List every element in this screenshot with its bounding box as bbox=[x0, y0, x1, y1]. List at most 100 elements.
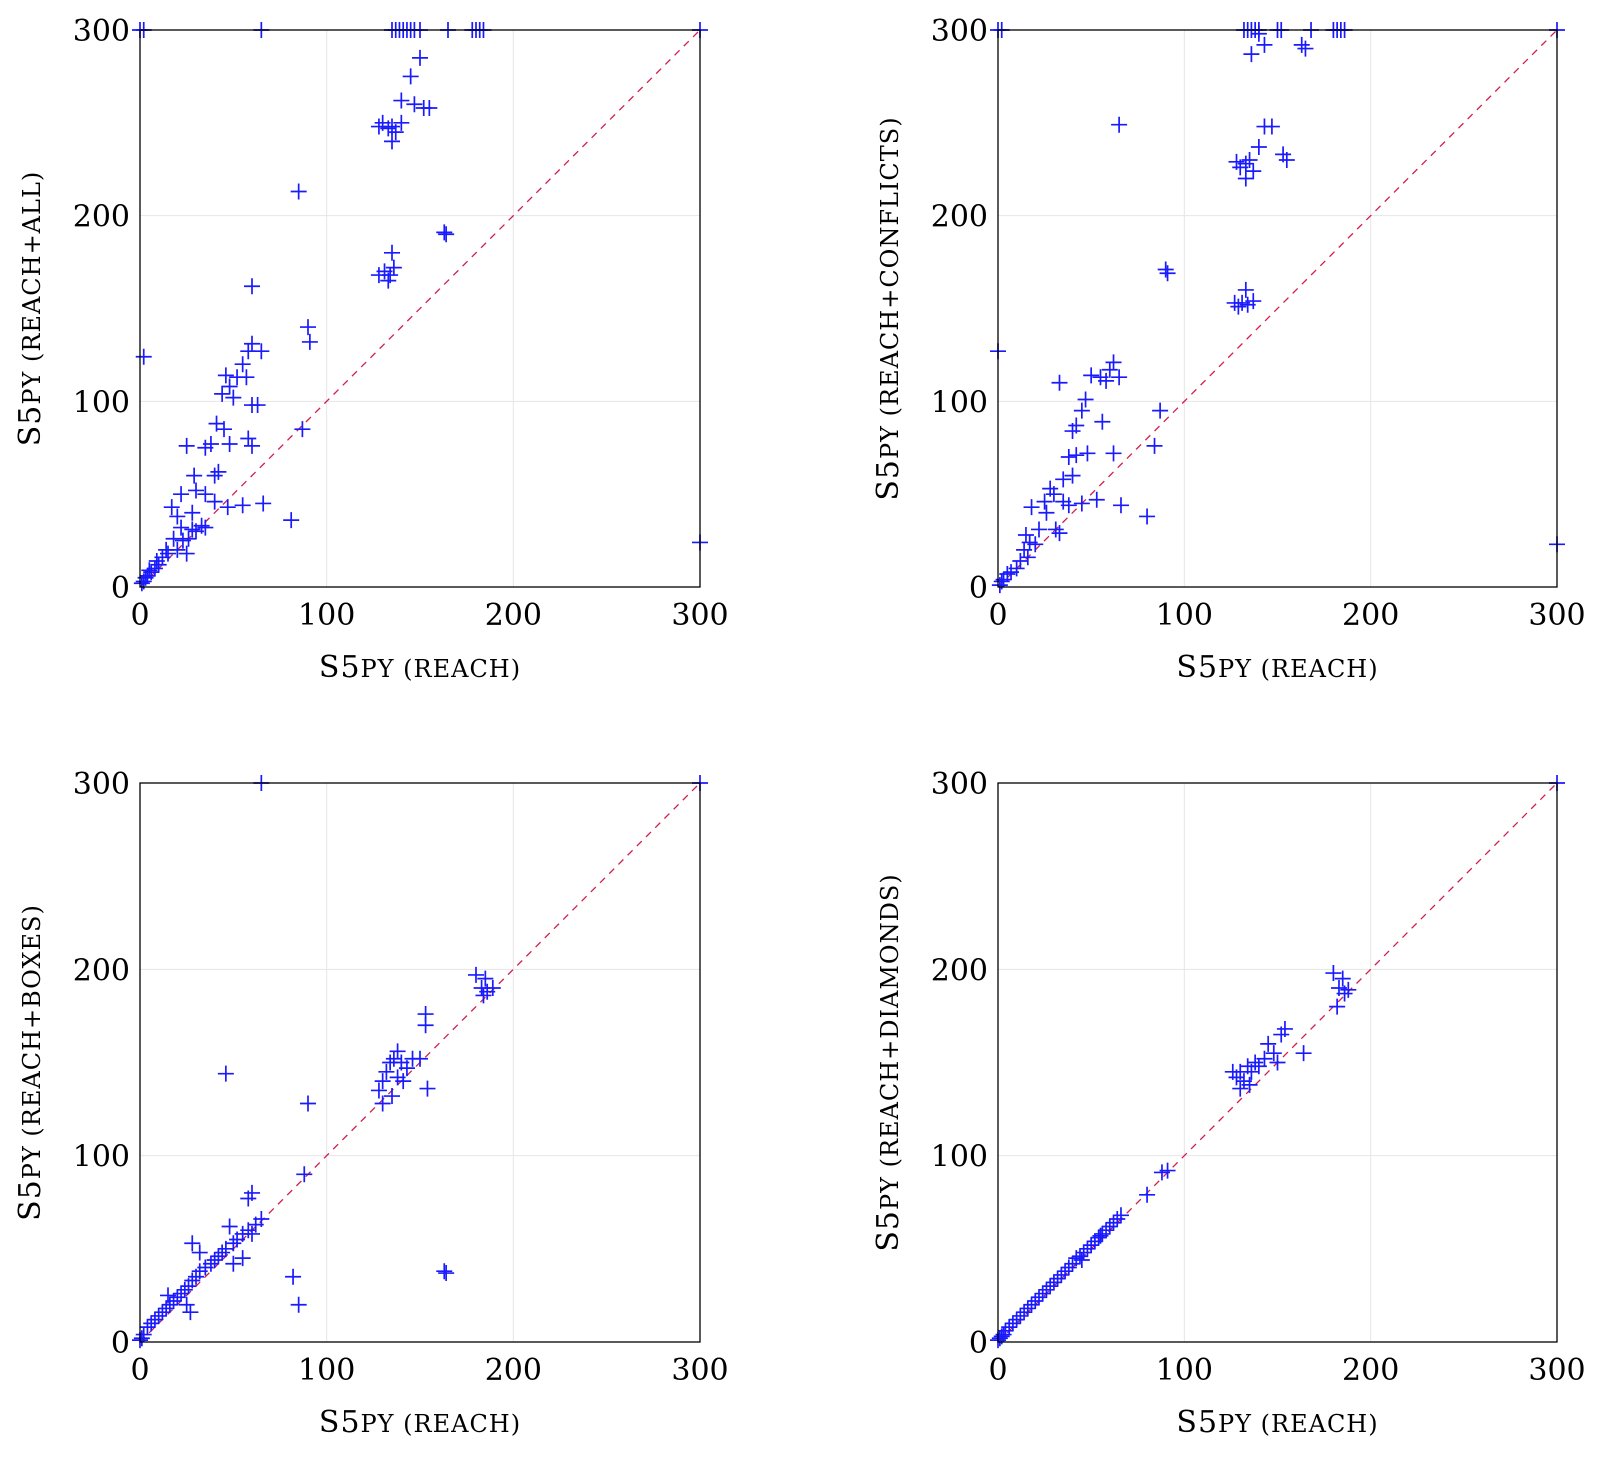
scatter-point bbox=[1112, 1207, 1129, 1224]
y-tick-label: 0 bbox=[111, 571, 130, 606]
scatter-point bbox=[1273, 1026, 1290, 1043]
y-axis-label-rest: PY (REACH+DIAMONDS) bbox=[876, 873, 904, 1210]
scatter-point bbox=[139, 1319, 156, 1336]
scatter-point bbox=[178, 545, 195, 562]
y-axis-label: S5PY (REACH+CONFLICTS) bbox=[871, 116, 906, 500]
x-axis-label: S5PY (REACH) bbox=[319, 650, 521, 685]
scatter-point bbox=[197, 519, 214, 536]
scatter-point bbox=[221, 1218, 238, 1235]
scatter-point bbox=[240, 1190, 257, 1207]
x-tick-label: 100 bbox=[1156, 598, 1213, 633]
scatter-point bbox=[438, 1265, 455, 1282]
x-tick-label: 100 bbox=[298, 1353, 355, 1388]
scatter-point bbox=[1073, 495, 1090, 512]
x-tick-label: 300 bbox=[1528, 1353, 1585, 1388]
y-tick-label: 300 bbox=[73, 767, 130, 802]
scatter-point bbox=[184, 1235, 201, 1252]
scatter-point bbox=[1071, 1248, 1088, 1265]
scatter-point bbox=[148, 553, 165, 570]
scatter-point bbox=[188, 1268, 204, 1285]
scatter-point bbox=[163, 499, 180, 516]
scatter-point bbox=[1057, 1263, 1074, 1280]
scatter-point bbox=[285, 1268, 302, 1285]
scatter-point bbox=[244, 1225, 260, 1242]
scatter-point bbox=[176, 1281, 193, 1298]
scatter-point bbox=[229, 369, 246, 386]
scatter-point bbox=[1064, 423, 1081, 440]
x-tick-label: 200 bbox=[485, 1353, 542, 1388]
scatter-point bbox=[229, 1231, 246, 1248]
scatter-point bbox=[217, 1240, 234, 1257]
scatter-point bbox=[1064, 1255, 1081, 1272]
scatter-point bbox=[1004, 1315, 1021, 1332]
y-axis-label-rest: PY (REACH+CONFLICTS) bbox=[876, 116, 904, 459]
scatter-point bbox=[133, 575, 150, 592]
scatter-point bbox=[384, 244, 400, 261]
scatter-point bbox=[296, 1166, 313, 1183]
scatter-point bbox=[249, 397, 266, 414]
scatter-point bbox=[389, 1043, 406, 1060]
scatter-point bbox=[1230, 298, 1247, 315]
scatter-point bbox=[1111, 369, 1128, 386]
scatter-point bbox=[150, 556, 167, 573]
scatter-point bbox=[186, 467, 203, 484]
scatter-point bbox=[1245, 293, 1262, 310]
scatter-point bbox=[477, 970, 494, 987]
y-tick-label: 200 bbox=[73, 953, 130, 988]
scatter-point bbox=[1012, 553, 1029, 570]
y-axis-label: S5PY (REACH+ALL) bbox=[13, 171, 48, 447]
scatter-point bbox=[1094, 1225, 1111, 1242]
scatter-point bbox=[182, 1304, 199, 1321]
y-tick-label: 100 bbox=[73, 1140, 130, 1175]
scatter-point bbox=[173, 486, 190, 503]
scatter-point bbox=[1278, 151, 1295, 168]
scatter-point bbox=[180, 1278, 197, 1295]
scatter-point bbox=[1023, 499, 1040, 516]
scatter-point bbox=[402, 68, 419, 85]
scatter-point bbox=[991, 1330, 1008, 1347]
scatter-point bbox=[1293, 36, 1310, 53]
scatter-point bbox=[217, 1065, 234, 1082]
y-axis-label-main: S5 bbox=[13, 1179, 48, 1221]
x-tick-label: 200 bbox=[1342, 1353, 1399, 1388]
scatter-point bbox=[1241, 151, 1258, 168]
y-tick-label: 200 bbox=[931, 200, 988, 235]
y-tick-label: 200 bbox=[73, 200, 130, 235]
x-axis-label-rest: PY (REACH) bbox=[361, 655, 522, 683]
scatter-point bbox=[1247, 1054, 1264, 1071]
scatter-point bbox=[169, 508, 186, 525]
scatter-point bbox=[1092, 1227, 1109, 1244]
y-tick-label: 300 bbox=[931, 767, 988, 802]
scatter-point bbox=[374, 1073, 391, 1090]
scatter-point bbox=[300, 319, 316, 336]
scatter-point bbox=[1243, 46, 1260, 63]
x-tick-label: 0 bbox=[988, 1353, 1007, 1388]
scatter-point bbox=[1060, 449, 1077, 466]
scatter-point bbox=[1047, 521, 1064, 538]
scatter-point bbox=[294, 421, 311, 438]
scatter-point bbox=[178, 1296, 195, 1313]
scatter-point bbox=[1016, 1304, 1033, 1321]
y-tick-label: 0 bbox=[111, 1326, 130, 1361]
x-tick-label: 100 bbox=[1156, 1353, 1213, 1388]
scatter-point bbox=[1079, 1240, 1096, 1257]
scatter-point bbox=[1237, 281, 1254, 298]
scatter-point bbox=[1008, 1311, 1025, 1328]
y-axis-label-rest: PY (REACH+BOXES) bbox=[18, 904, 46, 1179]
scatter-point bbox=[214, 385, 231, 402]
x-axis-label-main: S5 bbox=[319, 1405, 361, 1440]
scatter-point bbox=[206, 467, 223, 484]
scatter-point bbox=[1042, 1278, 1059, 1295]
scatter-point bbox=[210, 463, 227, 480]
scatter-point bbox=[240, 430, 257, 447]
x-axis-label-rest: PY (REACH) bbox=[361, 1410, 522, 1438]
scatter-point bbox=[1027, 1293, 1044, 1310]
scatter-point bbox=[240, 343, 257, 360]
scatter-point bbox=[1263, 118, 1280, 135]
scatter-point bbox=[1045, 1274, 1062, 1291]
x-tick-label: 200 bbox=[485, 598, 542, 633]
x-tick-label: 300 bbox=[1528, 598, 1585, 633]
scatter-point bbox=[384, 133, 400, 150]
scatter-point bbox=[1034, 1285, 1051, 1302]
scatter-point bbox=[374, 1095, 391, 1112]
